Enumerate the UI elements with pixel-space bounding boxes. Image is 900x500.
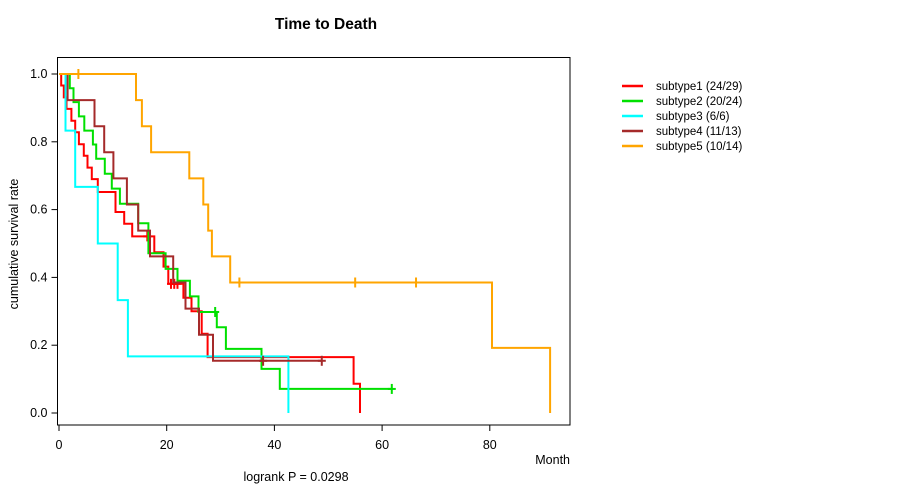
y-tick-label: 0.8: [30, 135, 47, 149]
x-tick-label: 80: [483, 438, 497, 452]
legend-label-subtype5: subtype5 (10/14): [656, 141, 742, 153]
legend-label-subtype3: subtype3 (6/6): [656, 111, 730, 123]
y-tick-label: 1.0: [30, 67, 47, 81]
curve-subtype2: [59, 73, 393, 390]
x-axis-label: Month: [535, 453, 570, 467]
legend-label-subtype1: subtype1 (24/29): [656, 81, 742, 93]
legend-label-subtype2: subtype2 (20/24): [656, 96, 742, 108]
curve-subtype4: [59, 73, 322, 362]
y-tick-label: 0.0: [30, 406, 47, 420]
logrank-p-annotation: logrank P = 0.0298: [243, 470, 349, 484]
y-axis-label: cumulative survival rate: [7, 178, 21, 310]
x-tick-label: 60: [375, 438, 389, 452]
x-tick-label: 20: [160, 438, 174, 452]
y-tick-label: 0.6: [30, 203, 47, 217]
legend-label-subtype4: subtype4 (11/13): [656, 126, 742, 138]
y-tick-label: 0.4: [30, 270, 47, 284]
curve-subtype5: [59, 73, 552, 413]
y-tick-label: 0.2: [30, 338, 47, 352]
x-tick-label: 40: [267, 438, 281, 452]
x-tick-label: 0: [56, 438, 63, 452]
curve-subtype3: [59, 73, 290, 413]
chart-title: Time to Death: [274, 16, 378, 33]
plot-box: [57, 57, 571, 426]
